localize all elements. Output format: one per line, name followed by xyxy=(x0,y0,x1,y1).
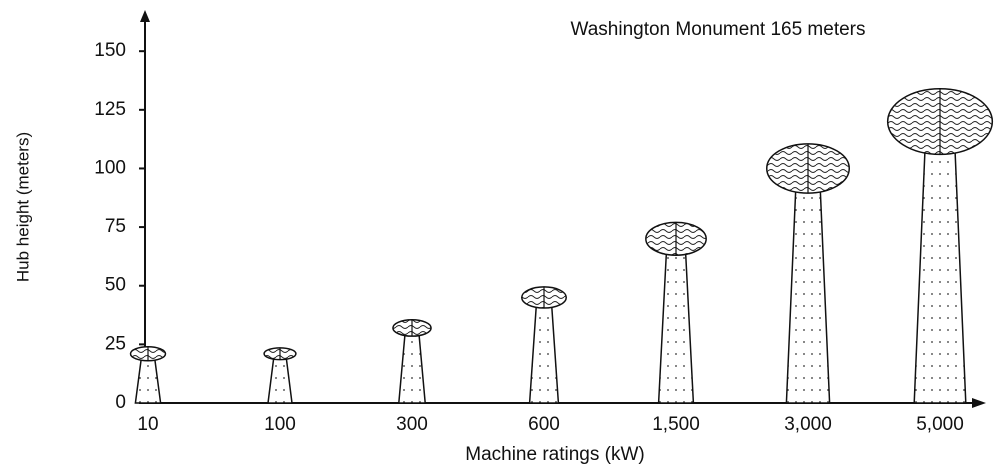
x-axis-label: Machine ratings (kW) xyxy=(465,444,645,465)
x-axis-arrow xyxy=(972,398,986,408)
tower xyxy=(913,120,967,404)
y-tick-label: 50 xyxy=(105,275,126,296)
x-tick-label: 3,000 xyxy=(784,414,832,435)
annotation: Washington Monument 165 meters xyxy=(570,19,865,40)
x-tick-label: 5,000 xyxy=(916,414,964,435)
x-tick-label: 10 xyxy=(137,414,158,435)
tower xyxy=(267,352,293,404)
y-tick-label: 150 xyxy=(94,40,126,61)
tower xyxy=(528,296,560,404)
y-tick-label: 75 xyxy=(105,216,126,237)
y-tick-label: 25 xyxy=(105,333,126,354)
y-tick-label: 0 xyxy=(115,392,126,413)
x-tick-label: 600 xyxy=(528,414,560,435)
y-tick-label: 125 xyxy=(94,99,126,120)
y-axis-arrow xyxy=(140,10,150,22)
x-tick-label: 1,500 xyxy=(652,414,700,435)
y-tick-label: 100 xyxy=(94,157,126,178)
x-tick-label: 300 xyxy=(396,414,428,435)
y-axis-label: Hub height (meters) xyxy=(13,132,32,282)
tower xyxy=(785,167,831,404)
x-tick-label: 100 xyxy=(264,414,296,435)
tower xyxy=(397,327,427,404)
tower xyxy=(657,238,695,404)
